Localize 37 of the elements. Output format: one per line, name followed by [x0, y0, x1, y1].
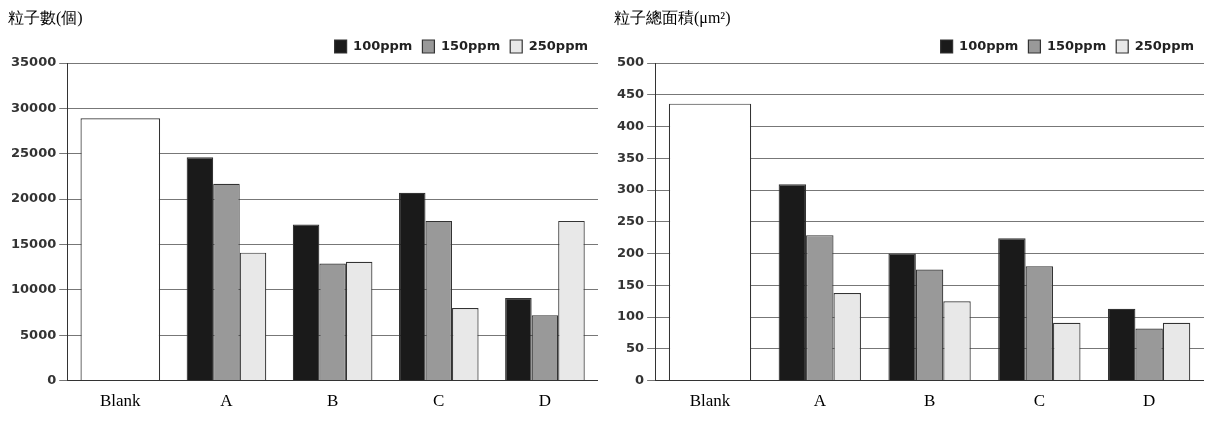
y-tick-label: 25000 — [10, 145, 57, 161]
x-tick-label: A — [220, 391, 234, 411]
y-tick-label: 35000 — [10, 54, 57, 70]
x-tick-label: C — [433, 391, 445, 411]
x-tick-label: C — [1033, 391, 1046, 411]
legend-label: 100ppm — [959, 37, 1019, 53]
x-tick-label: Blank — [689, 391, 731, 411]
x-tick-label: Blank — [100, 391, 142, 411]
y-tick-label: 450 — [617, 86, 645, 102]
legend-label: 150ppm — [1046, 37, 1107, 53]
y-tick-label: 300 — [617, 181, 645, 197]
y-axis-title: 粒子數(個) — [8, 8, 84, 29]
y-tick-label: 15000 — [10, 235, 57, 251]
legend-label: 100ppm — [353, 37, 413, 53]
y-tick-label: 350 — [617, 149, 645, 165]
y-tick-label: 0 — [635, 371, 645, 387]
y-tick-label: 150 — [617, 276, 645, 292]
y-tick-label: 250 — [617, 213, 645, 229]
y-tick-label: 500 — [617, 54, 645, 70]
x-tick-label: A — [813, 391, 827, 411]
y-tick-label: 5000 — [20, 326, 57, 342]
x-tick-label: D — [1142, 391, 1156, 411]
y-tick-label: 20000 — [10, 190, 57, 206]
y-tick-label: 10000 — [10, 281, 57, 297]
x-tick-label: B — [326, 391, 339, 411]
y-axis-title: 粒子總面積(μm²) — [614, 8, 732, 29]
x-tick-label: B — [923, 391, 936, 411]
legend-label: 250ppm — [1134, 37, 1194, 53]
legend-label: 150ppm — [440, 37, 501, 53]
y-tick-label: 400 — [617, 117, 645, 133]
y-tick-label: 100 — [617, 308, 645, 324]
y-tick-label: 200 — [617, 244, 645, 260]
y-tick-label: 30000 — [10, 99, 57, 115]
legend-label: 250ppm — [528, 37, 588, 53]
y-tick-label: 0 — [47, 371, 57, 387]
y-tick-label: 50 — [626, 340, 645, 356]
x-tick-label: D — [538, 391, 552, 411]
